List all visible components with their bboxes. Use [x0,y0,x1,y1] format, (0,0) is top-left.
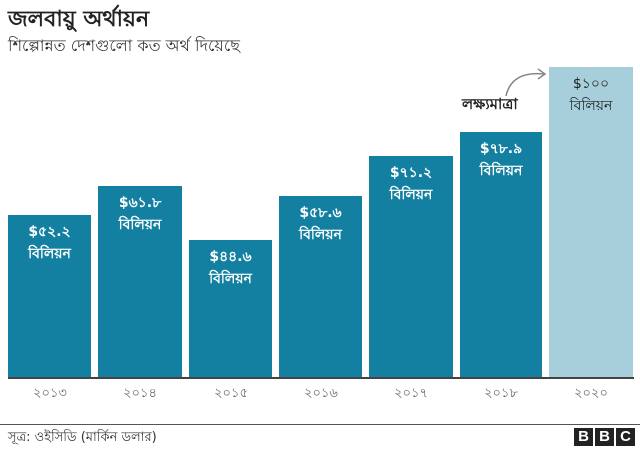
bar-value: $৭৮.৯ [479,141,523,157]
bar-unit: বিলিয়ন [299,227,342,243]
bar-value: $৪৪.৬ [209,249,252,265]
bar-2014: $৬১.৮ বিলিয়ন [98,186,182,377]
bar-value: $৫৮.৬ [299,205,342,221]
bbc-logo-letter: C [616,428,635,446]
bar-label: $১০০ বিলিয়ন [549,73,633,117]
bar-label: $৪৪.৬ বিলিয়ন [189,246,272,290]
x-axis-line [8,377,634,379]
bar-unit: বিলিয়ন [569,98,613,114]
bar-value: $৫২.২ [28,224,71,240]
x-tick-label: ২০১৬ [304,386,338,401]
bar-2017: $৭১.২ বিলিয়ন [369,156,453,377]
bar-2016: $৫৮.৬ বিলিয়ন [279,196,362,377]
bar-2013: $৫২.২ বিলিয়ন [8,215,91,377]
bar-label: $৫২.২ বিলিয়ন [8,221,91,265]
bar-label: $৭৮.৯ বিলিয়ন [460,138,542,182]
chart-title: জলবায়ু অর্থায়ন [8,7,150,32]
target-annotation: লক্ষ্যমাত্রা [462,95,518,113]
bar-label: $৭১.২ বিলিয়ন [369,162,453,206]
bar-value: $৬১.৮ [118,195,162,211]
bbc-logo-letter: B [595,428,614,446]
bar-unit: বিলিয়ন [389,187,433,203]
bar-2015: $৪৪.৬ বিলিয়ন [189,240,272,377]
arrow-icon [505,68,547,97]
x-tick-label: ২০২০ [574,386,608,401]
bar-value: $১০০ [572,76,610,92]
x-tick-label: ২০১৭ [394,386,428,401]
bar-2020-target: $১০০ বিলিয়ন [549,67,633,377]
bar-unit: বিলিয়ন [118,217,162,233]
x-tick-label: ২০১৫ [214,386,248,401]
bar-unit: বিলিয়ন [209,271,252,287]
bar-unit: বিলিয়ন [28,246,71,262]
bar-unit: বিলিয়ন [479,163,523,179]
chart-subtitle: শিল্পোন্নত দেশগুলো কত অর্থ দিয়েছে [8,36,240,55]
bar-value: $৭১.২ [389,165,433,181]
footer-divider [0,424,640,425]
x-tick-label: ২০১৩ [33,386,67,401]
x-tick-label: ২০১৪ [123,386,157,401]
x-tick-label: ২০১৮ [484,386,518,401]
bar-label: $৫৮.৬ বিলিয়ন [279,202,362,246]
bar-2018: $৭৮.৯ বিলিয়ন [460,132,542,377]
bar-label: $৬১.৮ বিলিয়ন [98,192,182,236]
bbc-logo-letter: B [574,428,593,446]
bbc-logo: B B C [574,428,635,446]
source-note: সূত্র: ওইসিডি (মার্কিন ডলার) [8,430,157,445]
